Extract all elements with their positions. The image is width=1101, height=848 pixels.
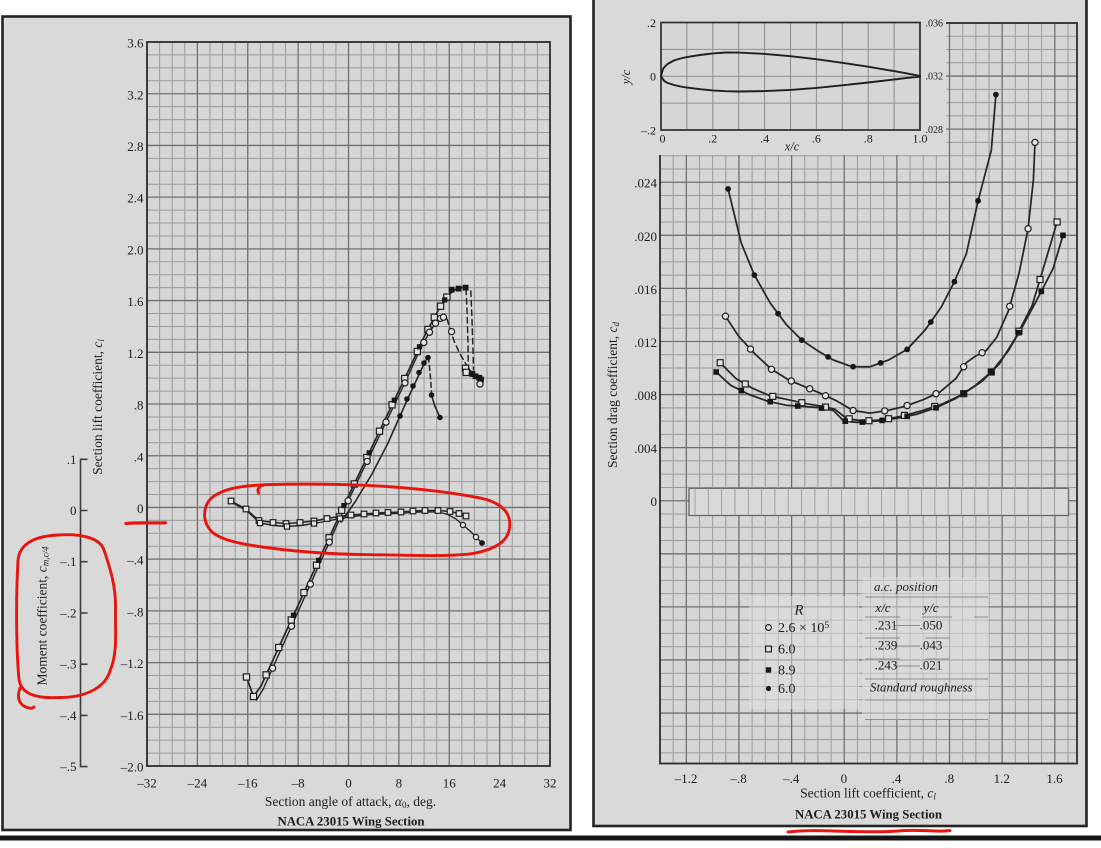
svg-text:6.0: 6.0 bbox=[778, 643, 796, 658]
svg-text:–2.0: –2.0 bbox=[120, 760, 144, 775]
svg-text:.8: .8 bbox=[134, 398, 144, 413]
svg-text:.020: .020 bbox=[634, 229, 657, 244]
svg-text:.4: .4 bbox=[760, 132, 769, 146]
svg-text:–.4: –.4 bbox=[59, 708, 77, 723]
svg-text:Section angle of attack, α0, d: Section angle of attack, α0, deg. bbox=[265, 794, 436, 810]
svg-text:.021: .021 bbox=[920, 658, 943, 673]
svg-text:.2: .2 bbox=[647, 16, 656, 30]
svg-text:0: 0 bbox=[345, 776, 352, 791]
svg-text:Standard roughness: Standard roughness bbox=[870, 681, 973, 695]
svg-text:R: R bbox=[793, 603, 803, 619]
svg-text:–1.2: –1.2 bbox=[674, 771, 698, 786]
svg-text:2.4: 2.4 bbox=[127, 191, 144, 206]
svg-text:.024: .024 bbox=[634, 176, 657, 191]
svg-text:–.2: –.2 bbox=[640, 124, 656, 138]
svg-text:.2: .2 bbox=[708, 132, 717, 146]
svg-text:Section lift coefficient, cl: Section lift coefficient, cl bbox=[800, 786, 936, 802]
svg-text:.043: .043 bbox=[920, 638, 943, 653]
svg-text:.231: .231 bbox=[875, 618, 898, 633]
svg-text:.4: .4 bbox=[892, 771, 902, 786]
svg-text:1.2: 1.2 bbox=[994, 771, 1010, 786]
svg-text:32: 32 bbox=[544, 776, 557, 791]
svg-text:16: 16 bbox=[443, 776, 457, 791]
svg-text:0: 0 bbox=[841, 771, 848, 786]
svg-text:0: 0 bbox=[660, 132, 666, 146]
svg-text:.243: .243 bbox=[875, 658, 898, 673]
svg-text:.016: .016 bbox=[634, 282, 657, 297]
svg-text:6.0: 6.0 bbox=[778, 682, 796, 697]
svg-text:a.c. position: a.c. position bbox=[874, 579, 938, 594]
svg-text:3.6: 3.6 bbox=[127, 36, 144, 51]
svg-text:–.3: –.3 bbox=[59, 657, 76, 672]
svg-text:y/c: y/c bbox=[619, 69, 633, 86]
svg-text:2.0: 2.0 bbox=[127, 242, 143, 257]
svg-text:.239: .239 bbox=[875, 638, 898, 653]
svg-text:8: 8 bbox=[396, 776, 403, 791]
svg-text:NACA 23015 Wing Section: NACA 23015 Wing Section bbox=[795, 808, 942, 822]
svg-text:y/c: y/c bbox=[921, 600, 938, 615]
svg-text:8.9: 8.9 bbox=[778, 664, 796, 679]
svg-text:–1.6: –1.6 bbox=[120, 708, 144, 723]
svg-text:Section lift coefficient, cl: Section lift coefficient, cl bbox=[90, 339, 106, 475]
svg-text:–24: –24 bbox=[187, 776, 208, 791]
svg-text:.012: .012 bbox=[634, 335, 657, 350]
svg-text:.6: .6 bbox=[812, 132, 821, 146]
svg-text:NACA 23015 Wing Section: NACA 23015 Wing Section bbox=[277, 815, 424, 829]
svg-text:0: 0 bbox=[137, 501, 144, 516]
svg-text:–.8: –.8 bbox=[126, 604, 143, 619]
svg-text:.1: .1 bbox=[67, 452, 77, 467]
svg-text:3.2: 3.2 bbox=[127, 87, 143, 102]
svg-text:.004: .004 bbox=[634, 441, 657, 456]
svg-text:Moment coefficient, cm,c/4: Moment coefficient, cm,c/4 bbox=[35, 546, 51, 686]
svg-text:0: 0 bbox=[650, 70, 656, 84]
svg-text:–16: –16 bbox=[237, 776, 258, 791]
svg-text:.032: .032 bbox=[926, 72, 944, 83]
svg-text:24: 24 bbox=[493, 776, 507, 791]
svg-text:Section drag coefficient, cd: Section drag coefficient, cd bbox=[605, 322, 621, 468]
svg-text:.008: .008 bbox=[634, 388, 657, 403]
svg-text:x/c: x/c bbox=[784, 140, 800, 154]
svg-text:1.6: 1.6 bbox=[1046, 771, 1063, 786]
svg-text:–.1: –.1 bbox=[59, 554, 76, 569]
svg-text:2.8: 2.8 bbox=[127, 139, 143, 154]
svg-text:.8: .8 bbox=[864, 132, 873, 146]
svg-text:–8: –8 bbox=[291, 776, 305, 791]
svg-text:2.6 × 105: 2.6 × 105 bbox=[778, 621, 829, 636]
svg-text:.028: .028 bbox=[926, 125, 944, 136]
svg-text:–.4: –.4 bbox=[126, 553, 144, 568]
svg-text:–.8: –.8 bbox=[729, 771, 746, 786]
svg-text:1.2: 1.2 bbox=[127, 346, 143, 361]
svg-text:0: 0 bbox=[651, 494, 658, 509]
svg-text:.050: .050 bbox=[920, 618, 943, 633]
svg-text:1.6: 1.6 bbox=[127, 294, 144, 309]
svg-text:0: 0 bbox=[70, 503, 77, 518]
svg-text:.8: .8 bbox=[944, 771, 954, 786]
svg-text:–1.2: –1.2 bbox=[120, 656, 144, 671]
svg-text:–.4: –.4 bbox=[782, 771, 800, 786]
svg-text:–.5: –.5 bbox=[59, 759, 76, 774]
svg-text:1.0: 1.0 bbox=[913, 132, 928, 146]
svg-text:.4: .4 bbox=[134, 449, 144, 464]
svg-text:x/c: x/c bbox=[874, 600, 890, 615]
svg-text:–.2: –.2 bbox=[59, 606, 76, 621]
svg-text:–32: –32 bbox=[136, 776, 157, 791]
svg-text:.036: .036 bbox=[926, 19, 944, 30]
